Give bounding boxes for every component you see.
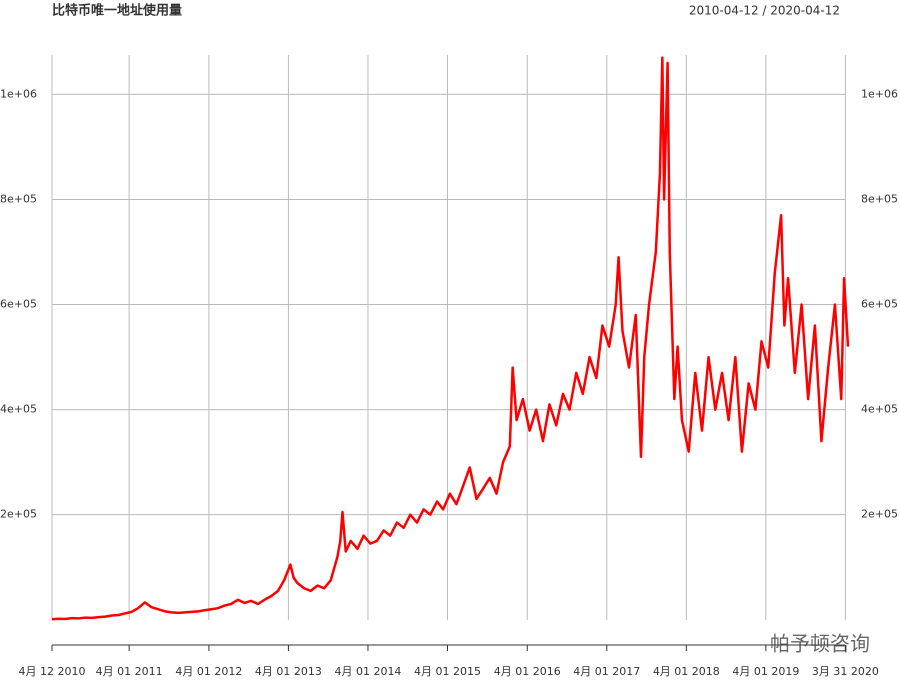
y-tick-label-right: 4e+05 [861, 403, 898, 416]
watermark: 帕予顿咨询 [770, 632, 870, 656]
x-tick-label: 4月 01 2016 [494, 665, 561, 678]
y-tick-label-right: 1e+06 [861, 87, 898, 100]
x-tick-label: 4月 01 2014 [334, 665, 401, 678]
y-tick-label: 8e+05 [0, 192, 37, 205]
y-tick-label: 1e+06 [0, 87, 37, 100]
y-tick-label-right: 6e+05 [861, 298, 898, 311]
x-tick-label: 4月 01 2012 [175, 665, 242, 678]
x-tick-label: 4月 01 2019 [732, 665, 799, 678]
x-tick-label: 4月 12 2010 [19, 665, 86, 678]
x-tick-label: 4月 01 2015 [414, 665, 481, 678]
x-tick-label: 3月 31 2020 [812, 665, 879, 678]
y-tick-label-right: 2e+05 [861, 508, 898, 521]
y-tick-label-right: 8e+05 [861, 192, 898, 205]
x-tick-label: 4月 01 2011 [96, 665, 163, 678]
x-tick-label: 4月 01 2017 [573, 665, 640, 678]
chart-subtitle: 2010-04-12 / 2020-04-12 [689, 4, 840, 18]
y-tick-label: 6e+05 [0, 298, 37, 311]
x-tick-label: 4月 01 2013 [255, 665, 322, 678]
x-tick-label: 4月 01 2018 [653, 665, 720, 678]
y-tick-label: 4e+05 [0, 403, 37, 416]
chart-title: 比特币唯一地址使用量 [52, 3, 182, 19]
y-tick-label: 2e+05 [0, 508, 37, 521]
data-line [51, 56, 850, 621]
